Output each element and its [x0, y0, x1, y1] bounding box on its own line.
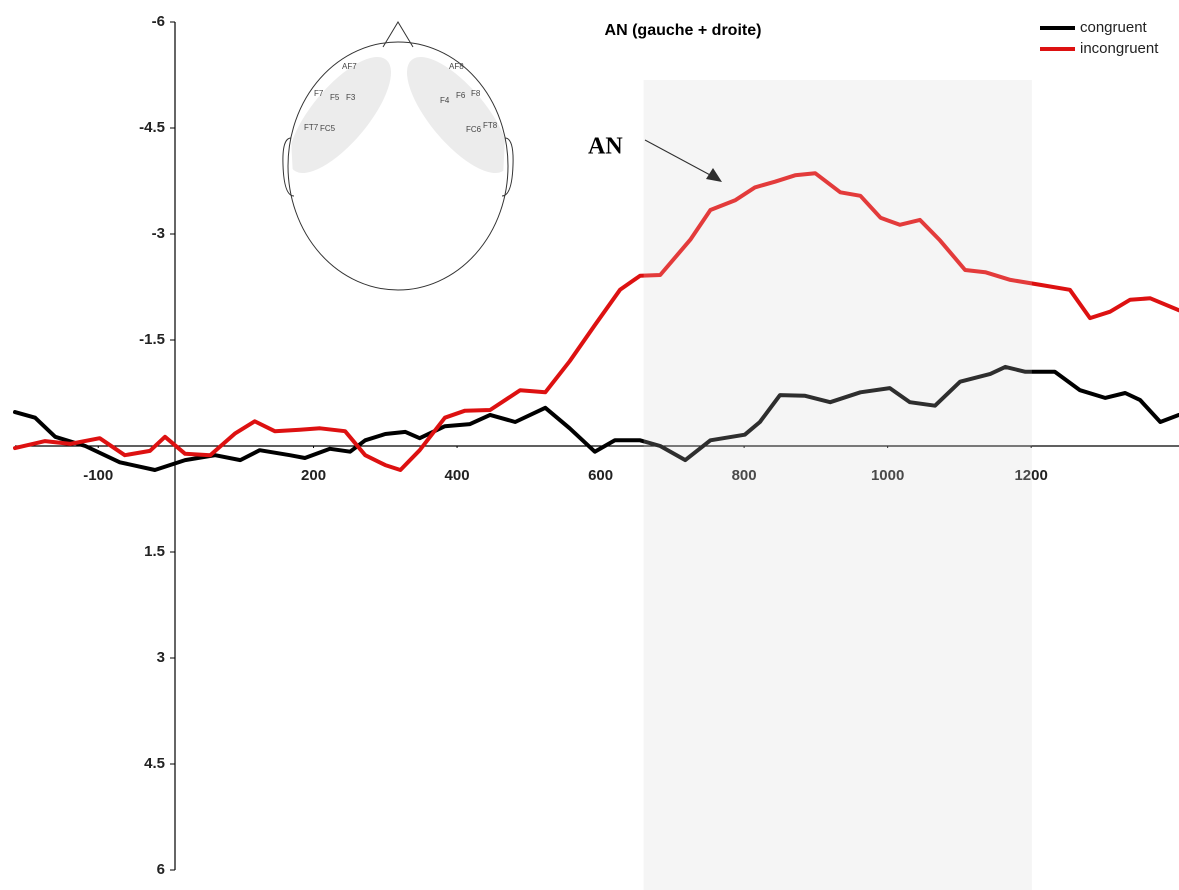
electrode-label: FT7 [304, 123, 319, 132]
left-region [288, 56, 392, 174]
x-tick-label: 800 [732, 467, 757, 484]
x-tick-label: -100 [83, 467, 113, 484]
electrode-label: FC6 [466, 125, 482, 134]
y-tick-label: -3 [152, 225, 165, 242]
y-tick-label: -1.5 [139, 331, 165, 348]
x-tick-label: 1000 [871, 467, 904, 484]
y-tick-label: 4.5 [144, 755, 165, 772]
head-diagram: AF7 F7 F5 F3 FT7 FC5 AF8 F4 F6 F8 FC6 FT8 [282, 21, 514, 291]
chart-title: AN (gauche + droite) [605, 22, 762, 39]
electrode-label: F8 [471, 89, 481, 98]
electrode-label: AF7 [342, 62, 357, 71]
electrode-label: F4 [440, 96, 450, 105]
y-tick-label: 1.5 [144, 543, 165, 560]
electrode-label: F6 [456, 91, 466, 100]
right-region [406, 56, 510, 174]
electrode-label: F5 [330, 93, 340, 102]
arrow-head [706, 168, 722, 182]
legend-label: incongruent [1080, 40, 1159, 57]
series-line [13, 364, 1179, 472]
annotation: AN [588, 134, 623, 160]
x-tick-label: 200 [301, 467, 326, 484]
electrode-label: AF8 [449, 62, 464, 71]
electrode-label: F3 [346, 93, 356, 102]
legend-label: congruent [1080, 19, 1148, 36]
y-tick-label: -6 [152, 13, 165, 30]
y-tick-label: 3 [157, 649, 165, 666]
y-tick-label: 6 [157, 861, 165, 878]
series-line [13, 171, 1179, 472]
electrode-label: FT8 [483, 121, 498, 130]
x-tick-label: 600 [588, 467, 613, 484]
y-tick-label: -4.5 [139, 119, 165, 136]
electrode-label: F7 [314, 89, 324, 98]
highlight-overlay [643, 80, 1032, 890]
head [287, 41, 509, 291]
annotation-arrow [644, 139, 713, 177]
nose [382, 21, 414, 48]
electrode-label: FC5 [320, 124, 336, 133]
x-tick-label: 1200 [1014, 467, 1047, 484]
x-tick-label: 400 [445, 467, 470, 484]
